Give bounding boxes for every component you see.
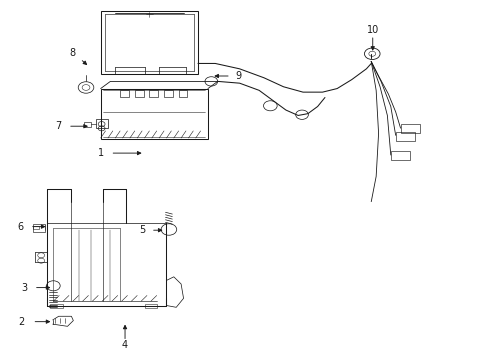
Text: 1: 1 [98, 148, 103, 158]
Bar [120, 90, 129, 97]
Text: 6: 6 [17, 222, 23, 231]
Bar [395, 132, 414, 140]
Text: 5: 5 [139, 225, 145, 235]
Bar [50, 304, 62, 309]
Text: 4: 4 [122, 340, 128, 350]
Bar [33, 224, 45, 231]
Text: 7: 7 [55, 121, 61, 131]
Text: 2: 2 [18, 317, 24, 327]
Bar [149, 90, 158, 97]
Text: 9: 9 [235, 71, 241, 81]
Bar [96, 119, 108, 128]
Bar [400, 125, 419, 134]
Bar [178, 90, 187, 97]
Text: 8: 8 [70, 48, 76, 58]
Bar [163, 90, 172, 97]
Bar [101, 89, 207, 139]
Bar [83, 122, 91, 127]
Text: 3: 3 [21, 283, 27, 293]
Bar [135, 90, 143, 97]
Bar [144, 304, 157, 309]
Bar [101, 12, 198, 74]
Text: 10: 10 [366, 25, 378, 35]
Bar [33, 226, 39, 229]
Bar [390, 151, 409, 160]
